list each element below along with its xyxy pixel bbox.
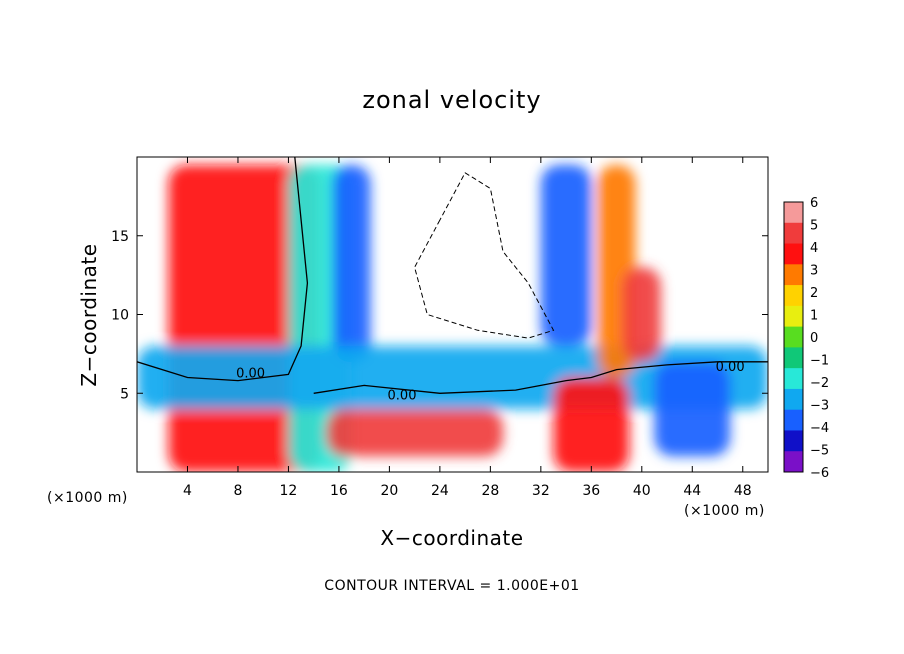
x-tick-label: 12 — [280, 483, 298, 499]
field-band — [622, 267, 661, 362]
colorbar-label: −1 — [810, 354, 829, 369]
field-band — [654, 361, 731, 457]
velocity-field — [137, 164, 768, 472]
x-axis: 4 8 12 16 20 24 28 32 36 40 44 48 — [183, 157, 752, 499]
x-tick-label: 32 — [532, 483, 550, 499]
colorbar-swatch — [784, 388, 803, 411]
colorbar-label: 6 — [810, 196, 818, 211]
x-tick-label: 8 — [233, 483, 242, 499]
x-unit-label-right: (×1000 m) — [684, 503, 765, 519]
colorbar-swatch — [784, 409, 803, 431]
colorbar-label: −5 — [810, 444, 829, 459]
colorbar-swatch — [784, 326, 803, 348]
field-band — [540, 164, 592, 346]
x-tick-label: 4 — [183, 483, 192, 499]
colorbar-swatch — [784, 368, 803, 390]
contour-interval-note: CONTOUR INTERVAL = 1.000E+01 — [324, 578, 580, 594]
x-tick-label: 16 — [330, 483, 348, 499]
colorbar: 6 5 4 3 2 1 0 −1 −2 −3 −4 −5 −6 — [783, 196, 829, 481]
field-band — [553, 377, 630, 472]
colorbar-label: 4 — [810, 241, 818, 256]
colorbar-swatch — [784, 347, 803, 369]
zero-contour-line — [137, 157, 309, 382]
colorbar-swatch — [784, 264, 803, 286]
colorbar-swatch — [784, 222, 803, 245]
x-tick-label: 24 — [431, 483, 449, 499]
colorbar-swatch — [784, 285, 803, 307]
colorbar-label: 2 — [810, 286, 818, 301]
field-band — [326, 409, 503, 457]
field-band — [332, 164, 371, 362]
chart-title: zonal velocity — [362, 86, 542, 114]
y-tick-label: 10 — [111, 308, 129, 324]
contour-lines: 0.00 0.00 0.00 — [137, 157, 768, 404]
x-tick-label: 48 — [734, 483, 752, 499]
colorbar-swatch — [784, 305, 803, 328]
x-tick-label: 36 — [582, 483, 600, 499]
contour-label: 0.00 — [716, 360, 745, 375]
x-tick-label: 28 — [481, 483, 499, 499]
colorbar-label: 3 — [810, 264, 818, 279]
y-tick-label: 5 — [120, 386, 129, 402]
field-bands — [137, 164, 768, 472]
contour-label: 0.00 — [388, 389, 417, 404]
colorbar-label: −2 — [810, 376, 829, 391]
x-tick-label: 20 — [380, 483, 398, 499]
colorbar-label: −4 — [810, 421, 829, 436]
colorbar-label: 5 — [810, 219, 818, 234]
colorbar-label: 1 — [810, 309, 818, 324]
colorbar-label: −6 — [810, 466, 829, 481]
contour-label: 0.00 — [236, 367, 265, 382]
x-unit-label-left: (×1000 m) — [47, 490, 128, 506]
colorbar-label: 0 — [810, 331, 818, 346]
y-axis: 5 10 15 — [111, 229, 768, 402]
negative-contour-line — [414, 172, 555, 339]
x-tick-label: 40 — [633, 483, 651, 499]
colorbar-swatch — [784, 202, 803, 224]
x-axis-label: X−coordinate — [380, 526, 524, 550]
x-tick-label: 44 — [683, 483, 701, 499]
zero-contour-line — [313, 361, 768, 394]
colorbar-swatch — [784, 430, 803, 452]
colorbar-swatch — [784, 243, 803, 265]
colorbar-swatch — [784, 451, 803, 473]
colorbar-frame — [783, 201, 804, 473]
y-tick-label: 15 — [111, 229, 129, 245]
colorbar-label: −3 — [810, 399, 829, 414]
